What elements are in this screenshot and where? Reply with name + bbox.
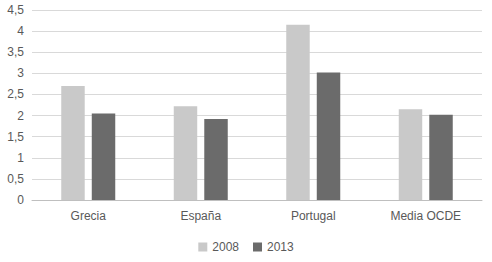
svg-text:3: 3	[17, 66, 24, 80]
svg-text:2013: 2013	[267, 240, 294, 254]
svg-text:Media OCDE: Media OCDE	[390, 209, 461, 223]
svg-text:2,5: 2,5	[7, 87, 24, 101]
svg-text:Portugal: Portugal	[291, 209, 336, 223]
svg-text:4,5: 4,5	[7, 3, 24, 17]
svg-text:1: 1	[17, 151, 24, 165]
svg-text:3,5: 3,5	[7, 45, 24, 59]
svg-text:España: España	[180, 209, 221, 223]
svg-text:2: 2	[17, 109, 24, 123]
svg-text:4: 4	[17, 24, 24, 38]
svg-text:0,5: 0,5	[7, 172, 24, 186]
svg-text:1,5: 1,5	[7, 130, 24, 144]
svg-text:Grecia: Grecia	[71, 209, 107, 223]
svg-text:0: 0	[17, 193, 24, 207]
svg-text:2008: 2008	[212, 240, 239, 254]
